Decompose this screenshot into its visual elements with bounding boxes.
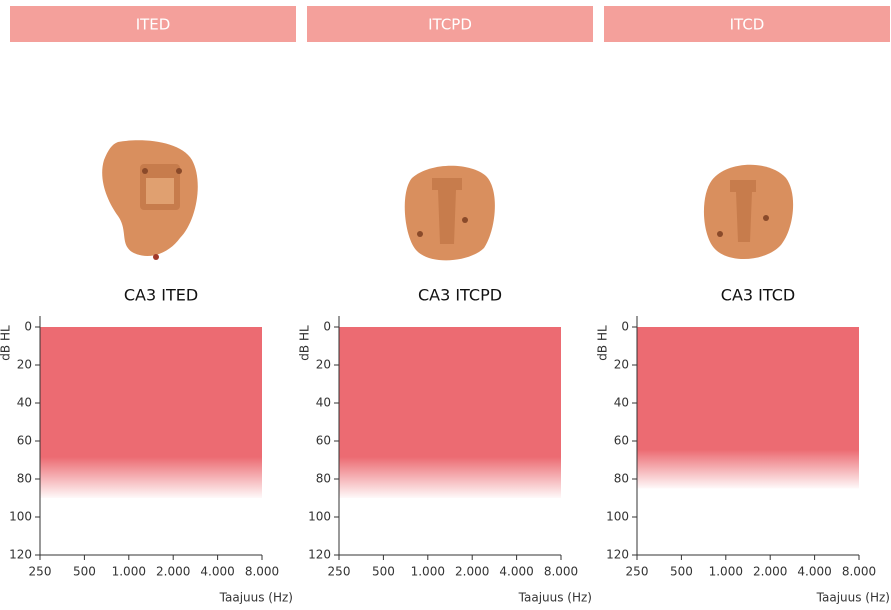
fitting-range: [637, 327, 859, 489]
tab: [604, 6, 890, 42]
tab-label: ITED: [136, 16, 171, 34]
x-tick-label: 8.000: [544, 565, 578, 579]
y-tick-label: 40: [614, 396, 629, 410]
y-tick-label: 100: [9, 510, 32, 524]
y-tick-label: 60: [316, 434, 331, 448]
x-axis-label: Taajuus (Hz): [816, 591, 890, 605]
x-tick-label: 500: [670, 565, 693, 579]
x-tick-label: 2.000: [156, 565, 190, 579]
x-tick-label: 4.000: [797, 565, 831, 579]
y-axis-label: dB HL: [0, 325, 13, 361]
chart-title: CA3 ITCD: [721, 286, 795, 305]
product-image: [703, 164, 794, 260]
x-tick-label: 2.000: [753, 565, 787, 579]
product-image: [404, 165, 495, 261]
tab: [307, 6, 593, 42]
x-tick-label: 1.000: [411, 565, 445, 579]
y-tick-label: 80: [316, 472, 331, 486]
x-tick-label: 500: [372, 565, 395, 579]
x-tick-label: 8.000: [245, 565, 279, 579]
y-axis-label: dB HL: [596, 325, 610, 361]
y-tick-label: 0: [24, 320, 32, 334]
x-tick-label: 4.000: [200, 565, 234, 579]
y-tick-label: 100: [606, 510, 629, 524]
x-tick-label: 2.000: [455, 565, 489, 579]
x-tick-label: 1.000: [112, 565, 146, 579]
fitting-range: [339, 327, 561, 498]
tab-label: ITCD: [730, 16, 765, 34]
y-tick-label: 20: [17, 358, 32, 372]
y-tick-label: 80: [17, 472, 32, 486]
fitting-range: [40, 327, 262, 498]
tab: [10, 6, 296, 42]
y-tick-label: 120: [606, 548, 629, 562]
y-tick-label: 40: [17, 396, 32, 410]
y-tick-label: 20: [614, 358, 629, 372]
y-tick-label: 0: [621, 320, 629, 334]
x-axis-label: Taajuus (Hz): [219, 591, 293, 605]
y-tick-label: 120: [9, 548, 32, 562]
y-tick-label: 60: [614, 434, 629, 448]
x-axis-label: Taajuus (Hz): [518, 591, 592, 605]
x-tick-label: 500: [73, 565, 96, 579]
x-tick-label: 4.000: [499, 565, 533, 579]
product-image: [102, 140, 198, 260]
x-tick-label: 8.000: [842, 565, 876, 579]
y-tick-label: 40: [316, 396, 331, 410]
y-tick-label: 120: [308, 548, 331, 562]
y-axis-label: dB HL: [298, 325, 312, 361]
tab-label: ITCPD: [428, 16, 472, 34]
x-tick-label: 250: [328, 565, 351, 579]
x-tick-label: 250: [29, 565, 52, 579]
y-tick-label: 80: [614, 472, 629, 486]
y-tick-label: 0: [323, 320, 331, 334]
y-tick-label: 100: [308, 510, 331, 524]
chart-title: CA3 ITED: [124, 286, 198, 305]
x-tick-label: 250: [626, 565, 649, 579]
y-tick-label: 60: [17, 434, 32, 448]
chart-title: CA3 ITCPD: [418, 286, 502, 305]
y-tick-label: 20: [316, 358, 331, 372]
x-tick-label: 1.000: [709, 565, 743, 579]
